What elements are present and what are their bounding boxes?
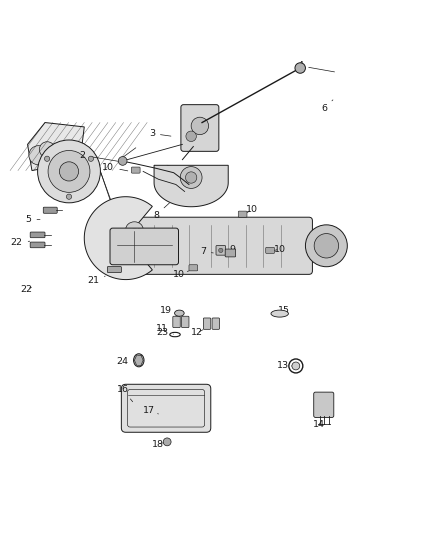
- Text: 15: 15: [277, 305, 290, 314]
- Circle shape: [191, 117, 208, 135]
- Text: 10: 10: [273, 245, 285, 254]
- FancyBboxPatch shape: [180, 104, 219, 151]
- Text: 17: 17: [142, 406, 158, 415]
- Text: 12: 12: [191, 328, 203, 337]
- FancyBboxPatch shape: [203, 318, 210, 329]
- Text: 2: 2: [79, 151, 118, 161]
- Ellipse shape: [123, 246, 136, 257]
- Ellipse shape: [291, 362, 299, 370]
- Circle shape: [66, 194, 71, 199]
- FancyBboxPatch shape: [121, 384, 210, 432]
- Polygon shape: [28, 123, 84, 171]
- FancyBboxPatch shape: [225, 249, 235, 257]
- Text: 22: 22: [21, 285, 32, 294]
- Text: 14: 14: [312, 416, 324, 429]
- Text: 19: 19: [160, 306, 178, 316]
- FancyBboxPatch shape: [173, 316, 180, 328]
- Text: 4: 4: [297, 61, 334, 72]
- FancyBboxPatch shape: [215, 246, 225, 255]
- Circle shape: [185, 172, 196, 183]
- Text: 22: 22: [11, 238, 30, 247]
- FancyBboxPatch shape: [212, 318, 219, 329]
- Text: 9: 9: [229, 245, 235, 254]
- Text: 25: 25: [131, 228, 150, 237]
- Circle shape: [44, 156, 49, 161]
- Circle shape: [294, 63, 305, 73]
- Text: 6: 6: [321, 100, 332, 113]
- FancyBboxPatch shape: [188, 265, 197, 271]
- Text: 24: 24: [117, 357, 135, 366]
- Circle shape: [59, 162, 78, 181]
- Text: 5: 5: [25, 215, 40, 224]
- Text: 10: 10: [102, 163, 127, 172]
- FancyBboxPatch shape: [265, 247, 274, 253]
- Circle shape: [29, 146, 48, 165]
- Text: 18: 18: [151, 440, 163, 449]
- FancyBboxPatch shape: [313, 392, 333, 417]
- FancyBboxPatch shape: [131, 167, 140, 173]
- Circle shape: [118, 157, 127, 165]
- FancyBboxPatch shape: [122, 217, 312, 274]
- Ellipse shape: [125, 222, 143, 237]
- Text: 8: 8: [153, 203, 169, 220]
- FancyBboxPatch shape: [30, 242, 45, 248]
- Ellipse shape: [174, 310, 184, 316]
- Text: 21: 21: [87, 276, 105, 285]
- Text: 3: 3: [148, 129, 170, 138]
- Circle shape: [88, 156, 93, 161]
- Circle shape: [314, 233, 338, 258]
- Text: 20: 20: [142, 243, 162, 252]
- FancyBboxPatch shape: [110, 228, 178, 265]
- FancyBboxPatch shape: [43, 207, 57, 213]
- Circle shape: [38, 140, 100, 203]
- Circle shape: [48, 150, 90, 192]
- Text: 10: 10: [172, 270, 188, 279]
- Text: 13: 13: [276, 361, 292, 370]
- Text: 11: 11: [155, 324, 173, 333]
- Circle shape: [305, 225, 346, 266]
- Text: 10: 10: [246, 205, 258, 214]
- Text: 16: 16: [117, 385, 132, 402]
- FancyBboxPatch shape: [30, 232, 45, 238]
- Circle shape: [180, 167, 201, 189]
- Ellipse shape: [270, 310, 288, 317]
- FancyBboxPatch shape: [181, 316, 188, 328]
- Circle shape: [185, 131, 196, 142]
- FancyBboxPatch shape: [238, 211, 247, 217]
- Text: 7: 7: [199, 247, 213, 256]
- Circle shape: [163, 438, 171, 446]
- Circle shape: [218, 248, 223, 253]
- Polygon shape: [84, 197, 152, 280]
- Polygon shape: [154, 165, 228, 207]
- Ellipse shape: [133, 354, 144, 367]
- FancyBboxPatch shape: [107, 266, 121, 272]
- Text: 23: 23: [155, 328, 173, 337]
- Circle shape: [39, 142, 55, 157]
